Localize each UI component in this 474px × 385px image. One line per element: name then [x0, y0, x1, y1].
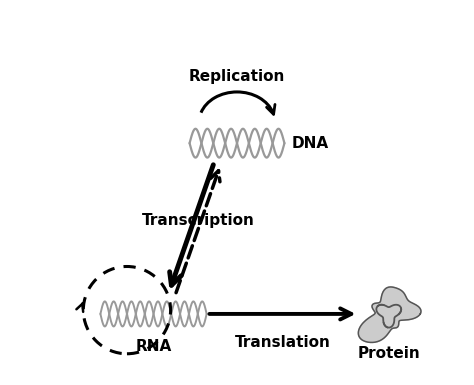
Text: Transcription: Transcription [142, 213, 255, 228]
Text: Protein: Protein [357, 346, 420, 361]
Text: RNA: RNA [136, 338, 172, 353]
Text: Replication: Replication [189, 69, 285, 84]
Text: Translation: Translation [235, 335, 330, 350]
Polygon shape [358, 287, 421, 342]
Text: DNA: DNA [292, 136, 329, 151]
